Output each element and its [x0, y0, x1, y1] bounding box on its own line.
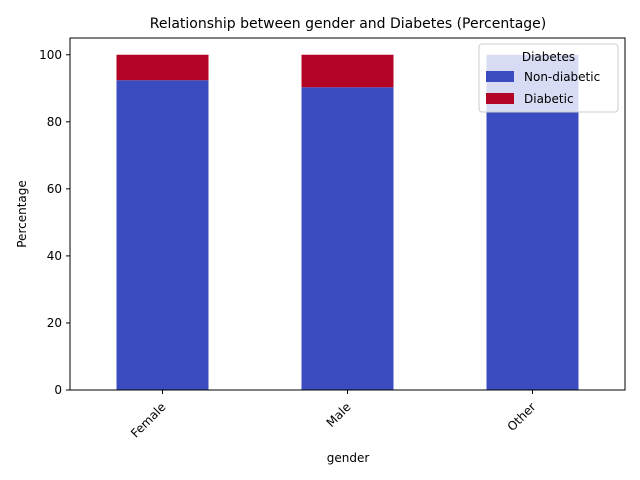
bar-male-diabetic [301, 54, 394, 88]
bar-female-non-diabetic [116, 80, 209, 391]
bar-female-diabetic [116, 54, 209, 81]
y-tick-label: 20 [47, 316, 62, 330]
y-tick-label: 60 [47, 182, 62, 196]
y-axis-label: Percentage [15, 180, 29, 248]
legend: Diabetes Non-diabetic Diabetic [478, 43, 619, 113]
legend-label-non-diabetic: Non-diabetic [524, 70, 600, 84]
x-tick-label-male: Male [324, 400, 354, 430]
chart-title: Relationship between gender and Diabetes… [150, 16, 547, 32]
x-tick-label-other: Other [505, 400, 539, 434]
y-tick-label: 80 [47, 115, 62, 129]
x-tick-label-female: Female [128, 400, 169, 441]
legend-swatch-non-diabetic [486, 71, 514, 82]
legend-title: Diabetes [522, 50, 575, 64]
legend-swatch-diabetic [486, 93, 514, 104]
y-axis-ticks: 0 20 40 60 80 100 [39, 48, 70, 397]
y-tick-label: 0 [54, 383, 62, 397]
x-axis-ticks: Female Male Other [128, 390, 539, 440]
y-tick-label: 100 [39, 48, 62, 62]
bar-male-non-diabetic [301, 87, 394, 390]
y-tick-label: 40 [47, 249, 62, 263]
legend-label-diabetic: Diabetic [524, 92, 574, 106]
x-axis-label: gender [327, 451, 370, 465]
